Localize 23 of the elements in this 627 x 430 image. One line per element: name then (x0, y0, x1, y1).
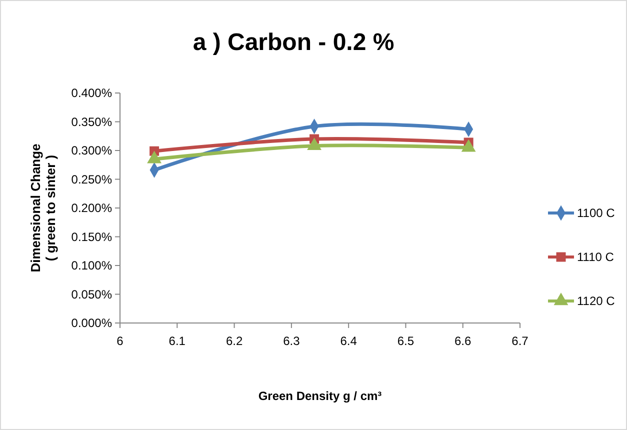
chart-title: a ) Carbon - 0.2 % (192, 29, 394, 56)
y-tick-label: 0.300% (71, 144, 112, 158)
legend-label: 1120 C (577, 294, 616, 308)
y-tick-label: 0.100% (71, 258, 112, 273)
x-tick-label: 6.2 (226, 334, 243, 348)
y-axis-title: Dimensional Change ( green to sinter ) (28, 144, 58, 272)
x-tick-label: 6.1 (168, 334, 186, 348)
y-tick-label: 0.200% (71, 201, 112, 216)
y-tick-label: 0.150% (71, 230, 112, 244)
y-tick-label: 0.400% (71, 86, 112, 100)
y-tick-label: 0.350% (71, 114, 112, 129)
x-tick-label: 6.3 (283, 334, 300, 348)
x-tick-label: 6.5 (397, 334, 414, 348)
legend-label: 1100 C (577, 206, 616, 220)
x-tick-label: 6.7 (512, 334, 529, 348)
y-tick-label: 0.000% (71, 316, 112, 330)
legend-label: 1110 C (577, 250, 614, 264)
y-tick-label: 0.050% (71, 287, 112, 302)
x-tick-label: 6.4 (340, 334, 358, 348)
x-tick-label: 6 (116, 334, 124, 348)
x-tick-label: 6.6 (454, 334, 472, 348)
y-tick-label: 0.250% (71, 172, 112, 186)
x-axis-title: Green Density g / cm³ (258, 389, 382, 403)
